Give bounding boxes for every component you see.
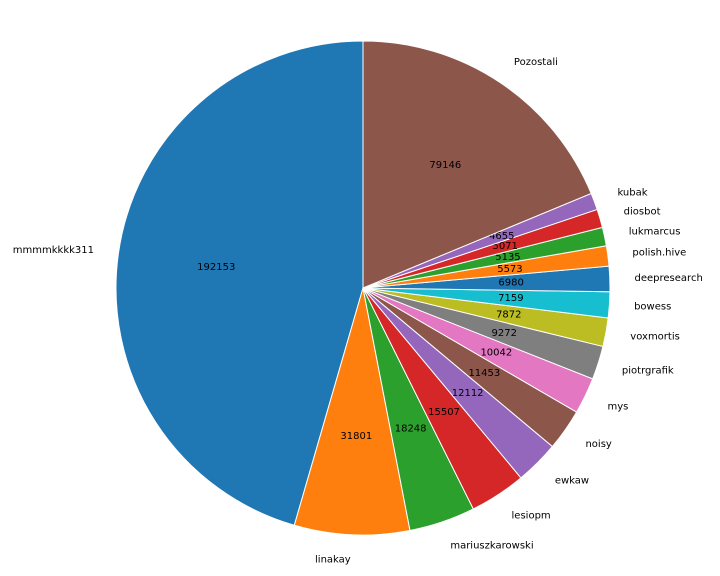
value-label: 6980 bbox=[498, 278, 523, 289]
slice-label: piotrgrafik bbox=[622, 365, 674, 376]
slice-label: kubak bbox=[617, 188, 647, 199]
value-label: 4655 bbox=[489, 231, 514, 242]
slice-label: ewkaw bbox=[555, 475, 589, 486]
value-label: 5135 bbox=[495, 252, 520, 263]
value-label: 7159 bbox=[498, 293, 523, 304]
value-label: 5573 bbox=[497, 264, 522, 275]
slice-label: lukmarcus bbox=[629, 226, 681, 237]
slice-label: noisy bbox=[585, 439, 611, 450]
pie-slice bbox=[115, 40, 364, 526]
slice-label: mys bbox=[607, 402, 628, 413]
value-label: 31801 bbox=[340, 431, 372, 442]
value-label: 192153 bbox=[197, 262, 235, 273]
slice-label: linakay bbox=[315, 554, 351, 565]
value-label: 5071 bbox=[492, 241, 517, 252]
slice-label: bowess bbox=[634, 302, 671, 313]
slice-label: voxmortis bbox=[630, 332, 680, 343]
value-label: 15507 bbox=[428, 407, 460, 418]
value-label: 11453 bbox=[468, 368, 500, 379]
slice-label: deepresearch bbox=[635, 273, 703, 284]
value-label: 79146 bbox=[429, 160, 461, 171]
value-label: 18248 bbox=[395, 423, 427, 434]
pie-slice bbox=[362, 40, 592, 289]
slice-label: lesiopm bbox=[512, 510, 551, 521]
value-label: 10042 bbox=[480, 348, 512, 359]
slice-label: diosbot bbox=[624, 206, 661, 217]
pie-slice bbox=[293, 287, 411, 536]
value-label: 9272 bbox=[492, 328, 517, 339]
slice-label: mmmmkkkk311 bbox=[13, 245, 94, 256]
slice-label: Pozostali bbox=[514, 57, 558, 68]
value-label: 7872 bbox=[496, 310, 521, 321]
value-label: 12112 bbox=[452, 388, 484, 399]
slice-label: polish.hive bbox=[632, 248, 686, 259]
slice-label: mariuszkarowski bbox=[450, 540, 533, 551]
